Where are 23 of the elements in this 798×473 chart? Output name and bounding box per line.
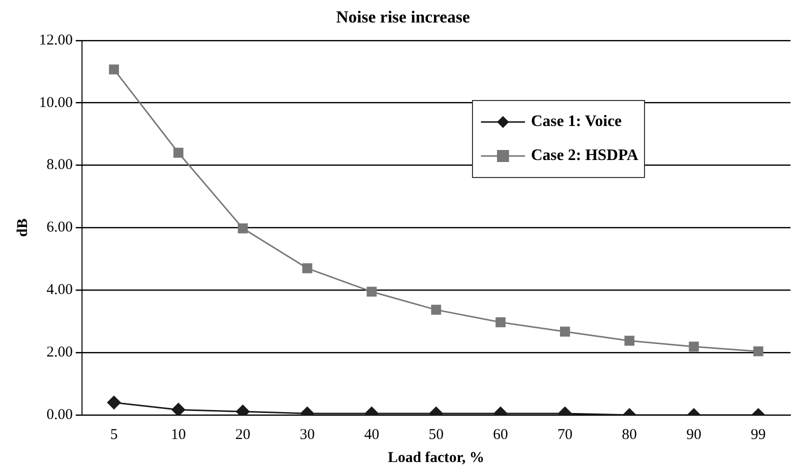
- y-tick-label: 0.00: [46, 406, 73, 423]
- x-tick-label: 40: [364, 426, 380, 443]
- legend-label: Case 1: Voice: [531, 113, 622, 131]
- x-axis-title: Load factor, %: [388, 450, 484, 466]
- x-tick-label: 90: [686, 426, 702, 443]
- y-tick-label: 10.00: [39, 94, 73, 111]
- y-axis-title: dB: [14, 218, 31, 237]
- x-tick-label: 30: [300, 426, 315, 443]
- y-tick-label: 2.00: [46, 344, 73, 361]
- x-tick-label: 60: [493, 426, 508, 443]
- x-tick-label: 99: [750, 426, 766, 443]
- legend-label: Case 2: HSDPA: [531, 147, 638, 165]
- y-tick-label: 4.00: [46, 282, 73, 298]
- x-tick-label: 50: [428, 426, 444, 443]
- y-tick-label: 8.00: [46, 157, 73, 174]
- x-tick-label: 5: [110, 426, 118, 443]
- x-tick-label: 20: [235, 426, 250, 443]
- x-tick-label: 10: [170, 426, 186, 443]
- chart-title: Noise rise increase: [336, 8, 470, 27]
- x-tick-label: 70: [557, 426, 572, 443]
- x-tick-label: 80: [622, 426, 637, 443]
- y-tick-label: 12.00: [39, 32, 73, 48]
- y-tick-label: 6.00: [46, 220, 73, 236]
